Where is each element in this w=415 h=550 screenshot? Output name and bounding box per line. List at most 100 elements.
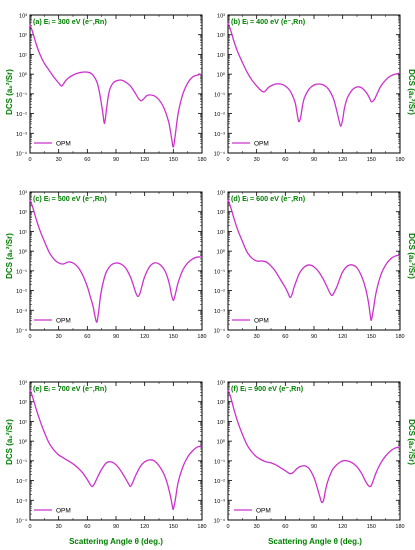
panel-c-xtick-label: 150 [169,334,178,340]
panel-c-series-line [29,199,203,323]
panel-a: 10⁻⁴ 10⁻³ 10⁻² 10⁻¹ 10⁰ 10¹ 10² 10³ 0 30 60 90 120 15… [16,14,207,164]
panel-b-frame [227,14,401,154]
panel-b-xtick-label: 150 [367,157,376,163]
panel-f-ytick-label: 10⁻² [214,479,225,485]
panel-d-ytick-label: 10⁻¹ [214,269,225,275]
panel-b-ytick-label: 10³ [217,14,225,20]
xlabel-left: Scattering Angle θ (deg.) [69,537,163,546]
xlabel-right: Scattering Angle θ (deg.) [268,537,362,546]
panel-e-xtick-label: 30 [56,524,62,530]
panel-c-xtick-label: 30 [56,334,62,340]
panel-d-xtick-label: 120 [338,334,347,340]
panel-c-xtick-label: 180 [197,334,206,340]
panel-e: 10⁻⁴ 10⁻³ 10⁻² 10⁻¹ 10⁰ 10¹ 10² 10³ 0 30 60 90 120 15… [16,381,207,531]
panel-c-xtick-label: 60 [84,334,90,340]
panel-e-series-line [29,389,203,511]
panels-group: 10⁻⁴ 10⁻³ 10⁻² 10⁻¹ 10⁰ 10¹ 10² 10³ 0 30 60 90 120 15… [16,14,405,531]
panel-d-xtick-label: 180 [395,334,404,340]
panel-c-xtick-label: 90 [113,334,119,340]
panel-f-xtick-label: 0 [226,524,229,530]
ylabel-right-bottom: DCS (a₀²/Sr) [407,419,415,465]
panel-a-ytick-label: 10³ [19,14,27,20]
panel-a-ytick-label: 10⁻⁴ [16,151,28,158]
panel-a-title: (a) Eᵢ = 300 eV (e⁻,Rn) [33,17,107,26]
panel-d-title: (d) Eᵢ = 600 eV (e⁻,Rn) [231,194,306,203]
panel-e-xtick-label: 90 [113,524,119,530]
panel-f-title: (f) Eᵢ = 900 eV (e⁻,Rn) [231,384,304,393]
panel-b-xtick-label: 120 [338,157,347,163]
panel-f-xtick-label: 120 [338,524,347,530]
panel-b-ytick-label: 10¹ [217,53,225,59]
panel-f-xtick-label: 180 [395,524,404,530]
panel-a-xtick-label: 0 [28,157,31,163]
panel-e-ytick-label: 10⁻¹ [16,459,27,465]
panel-d-ytick-label: 10² [217,210,225,216]
panel-e-legend-label: OPM [56,508,71,515]
panel-d: 10⁻⁴ 10⁻³ 10⁻² 10⁻¹ 10⁰ 10¹ 10² 10³ 0 30 60 90 120 15… [214,191,405,341]
panel-e-title: (e) Eᵢ = 700 eV (e⁻,Rn) [33,384,107,393]
panel-b-xtick-label: 30 [254,157,260,163]
panel-a-xtick-label: 30 [56,157,62,163]
panel-b-ytick-label: 10⁻¹ [214,92,225,98]
ylabel-left-top: DCS (a₀²/Sr) [5,69,14,115]
panel-a-ytick-label: 10⁻² [16,112,27,118]
panel-c-xtick-label: 120 [140,334,149,340]
panel-f-ytick-label: 10¹ [217,420,225,426]
panel-e-ytick-label: 10⁻³ [16,499,27,505]
panel-f-ytick-label: 10⁻¹ [214,459,225,465]
ylabel-left-middle: DCS (a₀²/Sr) [5,233,14,279]
panel-d-xtick-label: 0 [226,334,229,340]
panel-a-ytick-label: 10⁻¹ [16,92,27,98]
panel-a-ytick-label: 10⁻³ [16,132,27,138]
panel-e-ytick-label: 10³ [19,381,27,387]
panel-a-xtick-label: 90 [113,157,119,163]
panel-c-ytick-label: 10⁻⁴ [16,328,28,335]
panel-d-ytick-label: 10³ [217,191,225,197]
panel-d-xtick-label: 30 [254,334,260,340]
panel-a-xtick-label: 150 [169,157,178,163]
panel-d-frame [227,191,401,331]
panel-e-ytick-label: 10⁻² [16,479,27,485]
ylabel-left-bottom: DCS (a₀²/Sr) [5,419,14,465]
panel-b-ytick-label: 10² [217,33,225,39]
panel-a-xtick-label: 180 [197,157,206,163]
panel-c-xtick-label: 0 [28,334,31,340]
panel-b-xtick-label: 180 [395,157,404,163]
panel-d-ytick-label: 10⁻⁴ [214,328,226,335]
panel-b-title: (b) Eᵢ = 400 eV (e⁻,Rn) [231,17,306,26]
panel-d-legend-label: OPM [254,318,269,325]
panel-c-ytick-label: 10⁻¹ [16,269,27,275]
ylabel-right-middle: DCS (a₀²/Sr) [407,233,415,279]
panel-e-xtick-label: 180 [197,524,206,530]
panel-d-ytick-label: 10⁻² [214,289,225,295]
panel-b-xtick-label: 0 [226,157,229,163]
panel-b-ytick-label: 10⁻³ [214,132,225,138]
panel-a-ytick-label: 10⁰ [19,72,28,79]
ylabel-right-top: DCS (a₀²/Sr) [407,69,415,115]
panel-e-ytick-label: 10⁰ [19,439,28,446]
panel-e-frame [29,381,203,521]
panel-c-ytick-label: 10³ [19,191,27,197]
panel-f-ytick-label: 10⁰ [217,439,226,446]
panel-e-ytick-label: 10² [19,400,27,406]
panel-a-ytick-label: 10² [19,33,27,39]
panel-c-ytick-label: 10² [19,210,27,216]
panel-b-xtick-label: 60 [282,157,288,163]
panel-f-xtick-label: 60 [282,524,288,530]
panel-a-xtick-label: 60 [84,157,90,163]
panel-e-ytick-label: 10⁻⁴ [16,518,28,525]
panel-d-ytick-label: 10⁰ [217,249,226,256]
panel-e-xtick-label: 150 [169,524,178,530]
panel-f-series-line [227,389,401,504]
panel-d-ytick-label: 10⁻³ [214,309,225,315]
panel-f-xtick-label: 30 [254,524,260,530]
panel-b-ytick-label: 10⁰ [217,72,226,79]
panel-c-ytick-label: 10⁻² [16,289,27,295]
panel-d-xtick-label: 150 [367,334,376,340]
panel-c-ytick-label: 10⁻³ [16,309,27,315]
panel-d-xtick-label: 90 [311,334,317,340]
panel-b-legend-label: OPM [254,141,269,148]
panel-c-title: (c) Eᵢ = 500 eV (e⁻,Rn) [33,194,107,203]
panel-f: 10⁻⁴ 10⁻³ 10⁻² 10⁻¹ 10⁰ 10¹ 10² 10³ 0 30 60 90 120 15… [214,381,405,531]
